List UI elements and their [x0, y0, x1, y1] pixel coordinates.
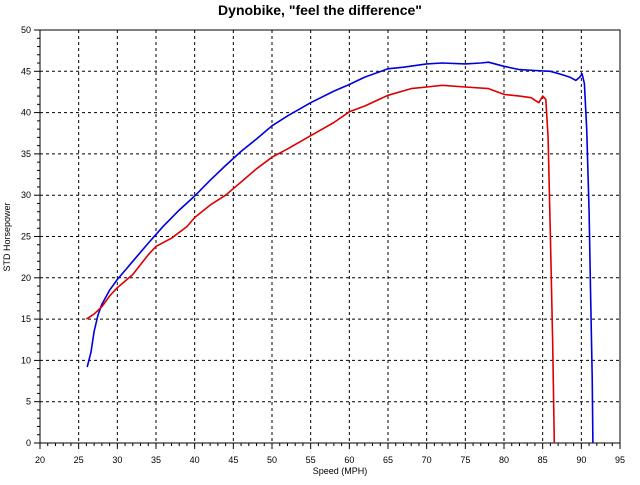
plot-frame: [34, 29, 621, 449]
x-tick-label: 20: [35, 455, 45, 465]
plot-border: [39, 29, 621, 444]
series-lines: [85, 61, 594, 444]
x-tick-label: 25: [74, 455, 84, 465]
x-tick-label: 35: [151, 455, 161, 465]
x-tick-label: 65: [383, 455, 393, 465]
y-tick-label: 40: [21, 108, 31, 118]
grid: [40, 30, 620, 443]
y-axis-label: STD Horsepower: [2, 202, 12, 271]
x-tick-label: 55: [306, 455, 316, 465]
y-tick-label: 0: [26, 438, 31, 448]
x-tick-label: 85: [538, 455, 548, 465]
x-axis-label: Speed (MPH): [313, 466, 368, 476]
x-tick-label: 50: [267, 455, 277, 465]
series-line-0: [86, 61, 594, 444]
series-line-1: [85, 84, 556, 444]
y-tick-label: 30: [21, 190, 31, 200]
x-tick-label: 95: [615, 455, 625, 465]
x-tick-label: 30: [112, 455, 122, 465]
x-tick-label: 40: [190, 455, 200, 465]
y-tick-label: 15: [21, 314, 31, 324]
x-tick-label: 70: [422, 455, 432, 465]
x-tick-label: 80: [499, 455, 509, 465]
y-tick-label: 20: [21, 273, 31, 283]
y-tick-label: 50: [21, 25, 31, 35]
x-tick-label: 90: [576, 455, 586, 465]
y-tick-label: 25: [21, 232, 31, 242]
tick-labels: 20 25 30 35 40 45 50 55 60 65 70 75 80 85 90 95 0 5 10 15 20…: [21, 25, 625, 465]
x-tick-label: 60: [344, 455, 354, 465]
y-tick-label: 45: [21, 66, 31, 76]
chart-title: Dynobike, "feel the difference": [218, 2, 422, 18]
y-tick-label: 35: [21, 149, 31, 159]
x-tick-label: 75: [460, 455, 470, 465]
y-tick-label: 5: [26, 397, 31, 407]
y-tick-label: 10: [21, 355, 31, 365]
x-tick-label: 45: [228, 455, 238, 465]
